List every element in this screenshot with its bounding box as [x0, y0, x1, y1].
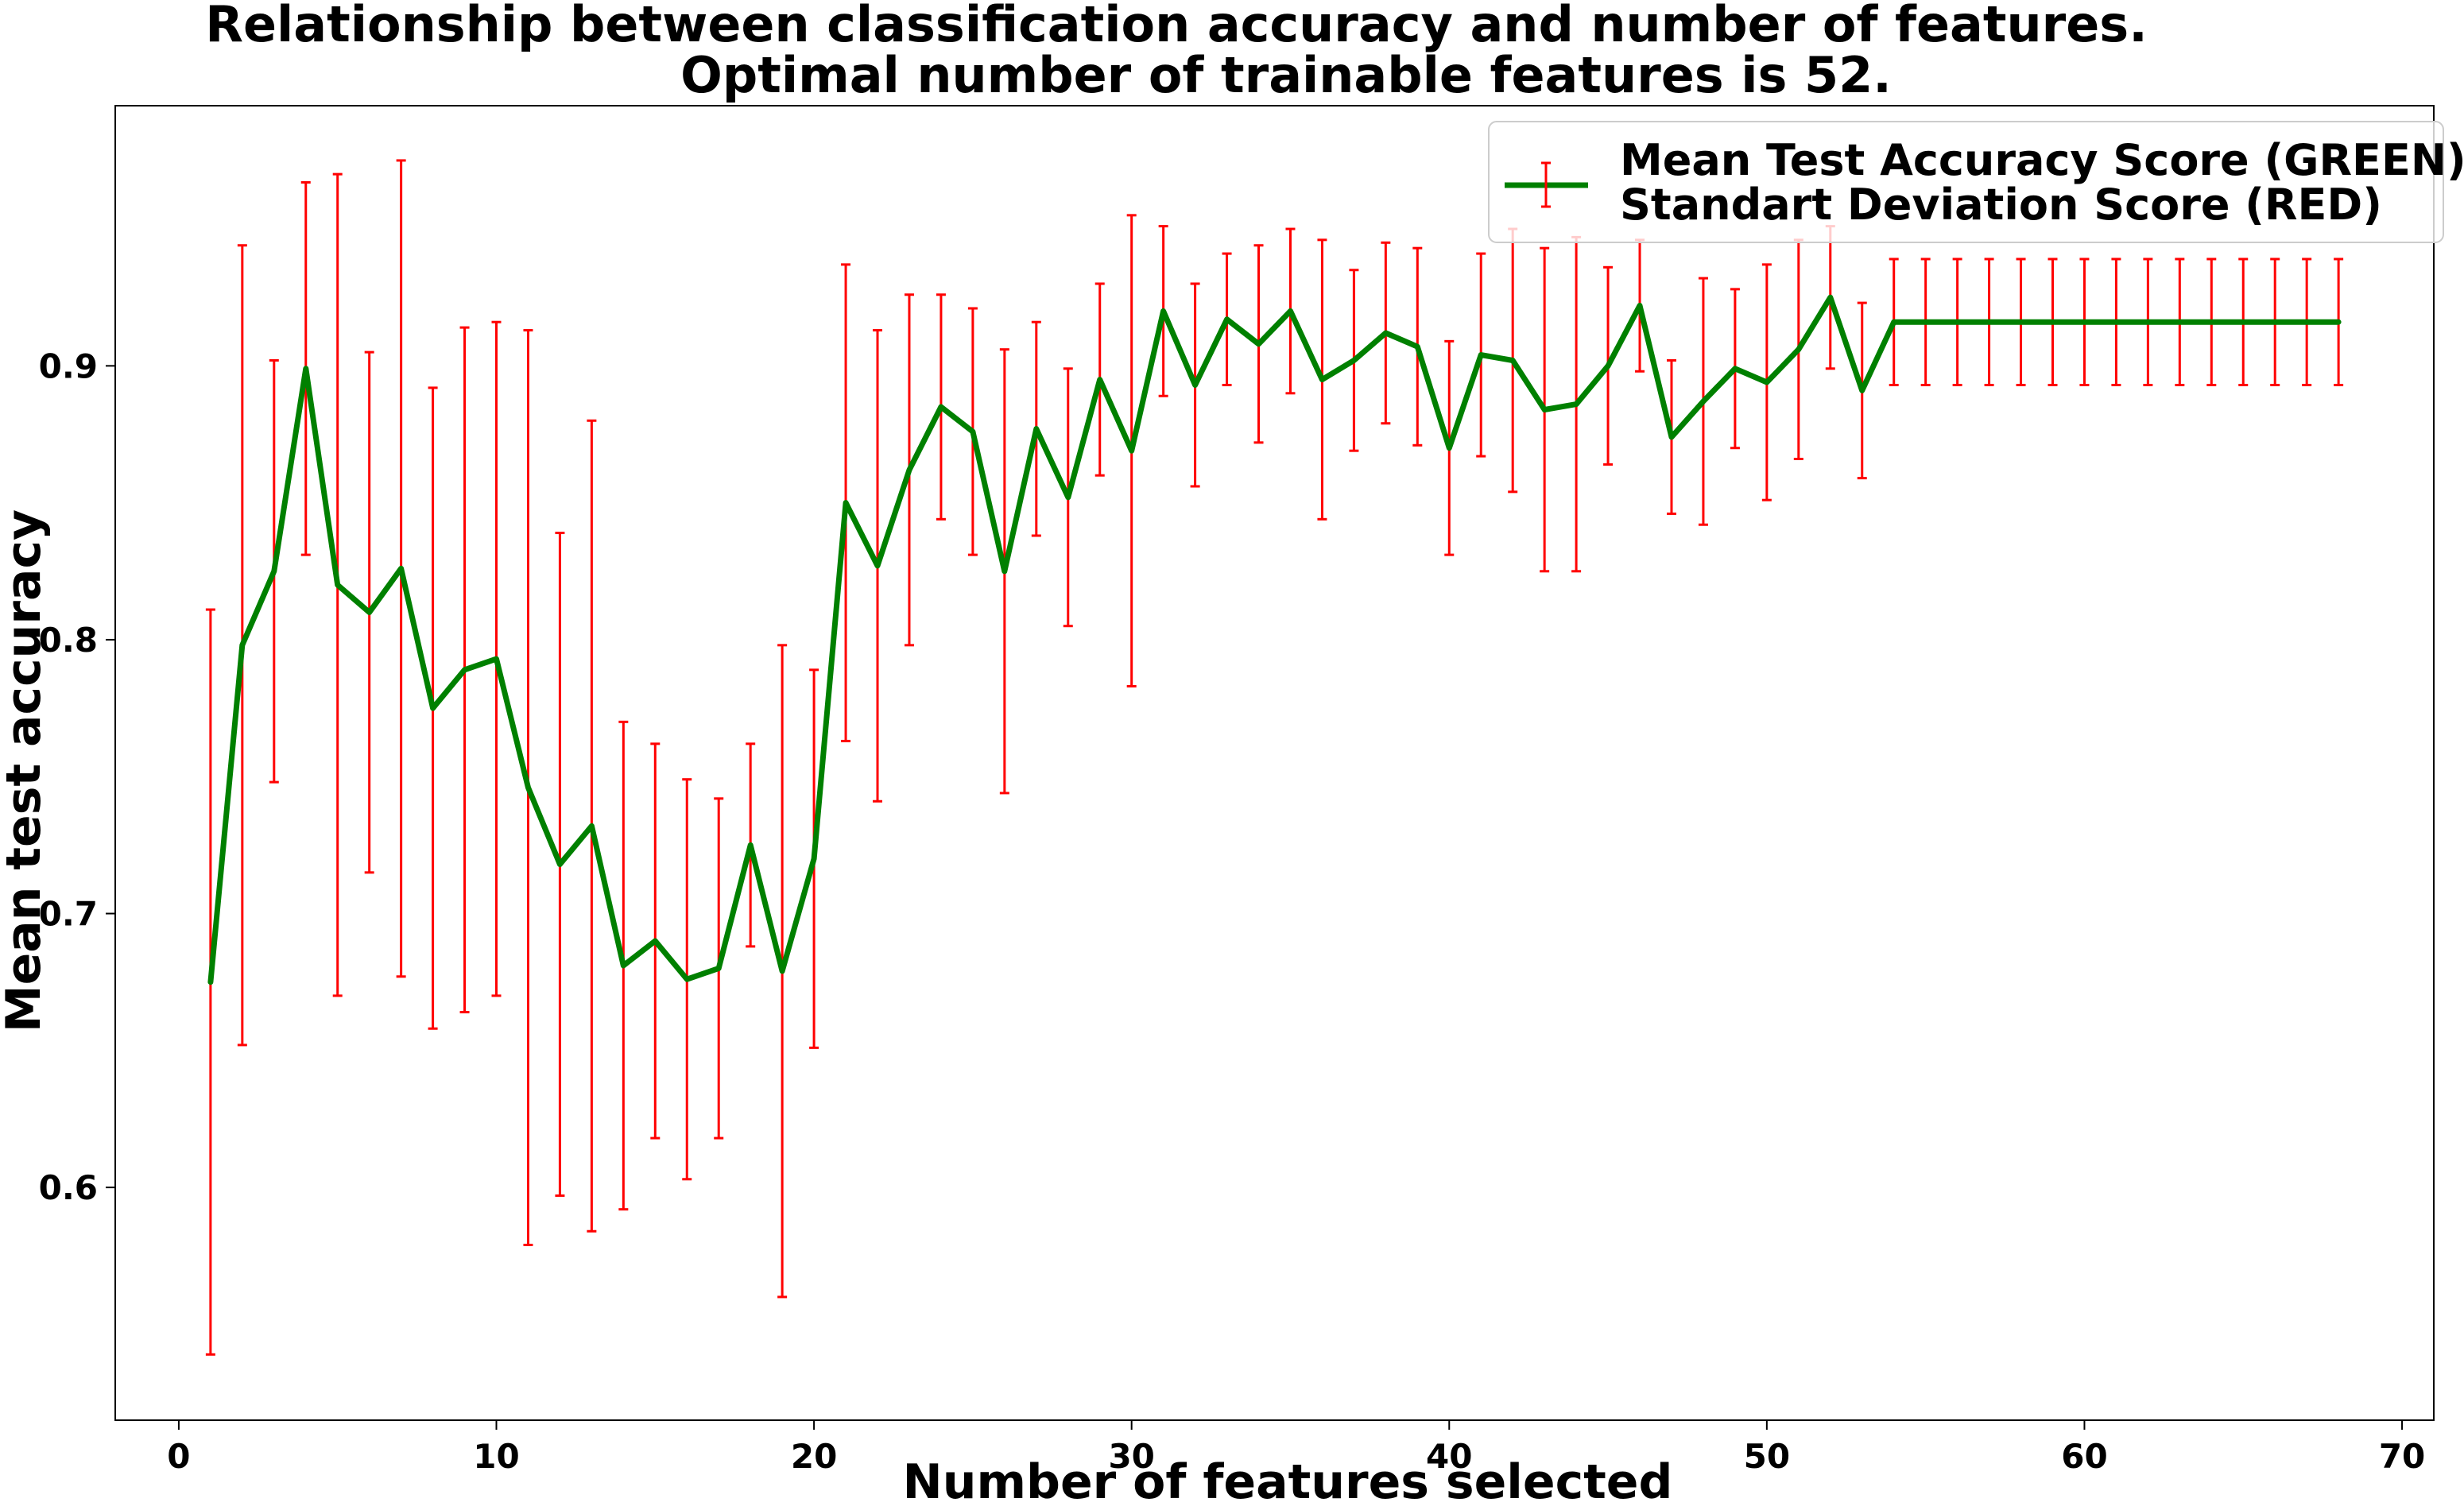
x-tick-label: 50: [1744, 1437, 1790, 1476]
y-tick-label: 0.7: [39, 895, 98, 934]
legend-label-red: Standart Deviation Score (RED): [1620, 180, 2382, 230]
y-tick-label: 0.8: [39, 621, 98, 660]
x-axis-label: Number of features selected: [903, 1454, 1673, 1510]
mean-accuracy-line: [207, 294, 2342, 985]
line-layer: [207, 294, 2342, 985]
axes-layer: 0 10 20 30 40 50 60 70 0.6 0.7 0.8 0.9: [39, 105, 2435, 1476]
plot-area: [115, 106, 2434, 1420]
x-tick-label: 60: [2061, 1437, 2107, 1476]
plot-frame: [114, 105, 2435, 1421]
y-tick-label: 0.9: [39, 347, 98, 385]
x-tick-label: 0: [167, 1437, 190, 1476]
x-tick-label: 20: [791, 1437, 837, 1476]
x-tick-label: 30: [1108, 1437, 1154, 1476]
y-tick-label: 0.6: [39, 1168, 98, 1207]
legend: Mean Test Accuracy Score (GREEN) Standar…: [1488, 121, 2464, 243]
legend-label-green: Mean Test Accuracy Score (GREEN): [1620, 135, 2464, 185]
chart-title-line-2: Optimal number of trainable features is …: [680, 46, 1892, 104]
x-tick-label: 10: [473, 1437, 519, 1476]
y-axis-label: Mean test accuracy: [0, 509, 52, 1032]
legend-box: [1488, 121, 2444, 243]
chart-title-line-1: Relationship between classification accu…: [205, 0, 2148, 53]
x-tick-label: 40: [1426, 1437, 1472, 1476]
plot-background: [115, 106, 2434, 1420]
x-tick-label: 70: [2379, 1437, 2425, 1476]
